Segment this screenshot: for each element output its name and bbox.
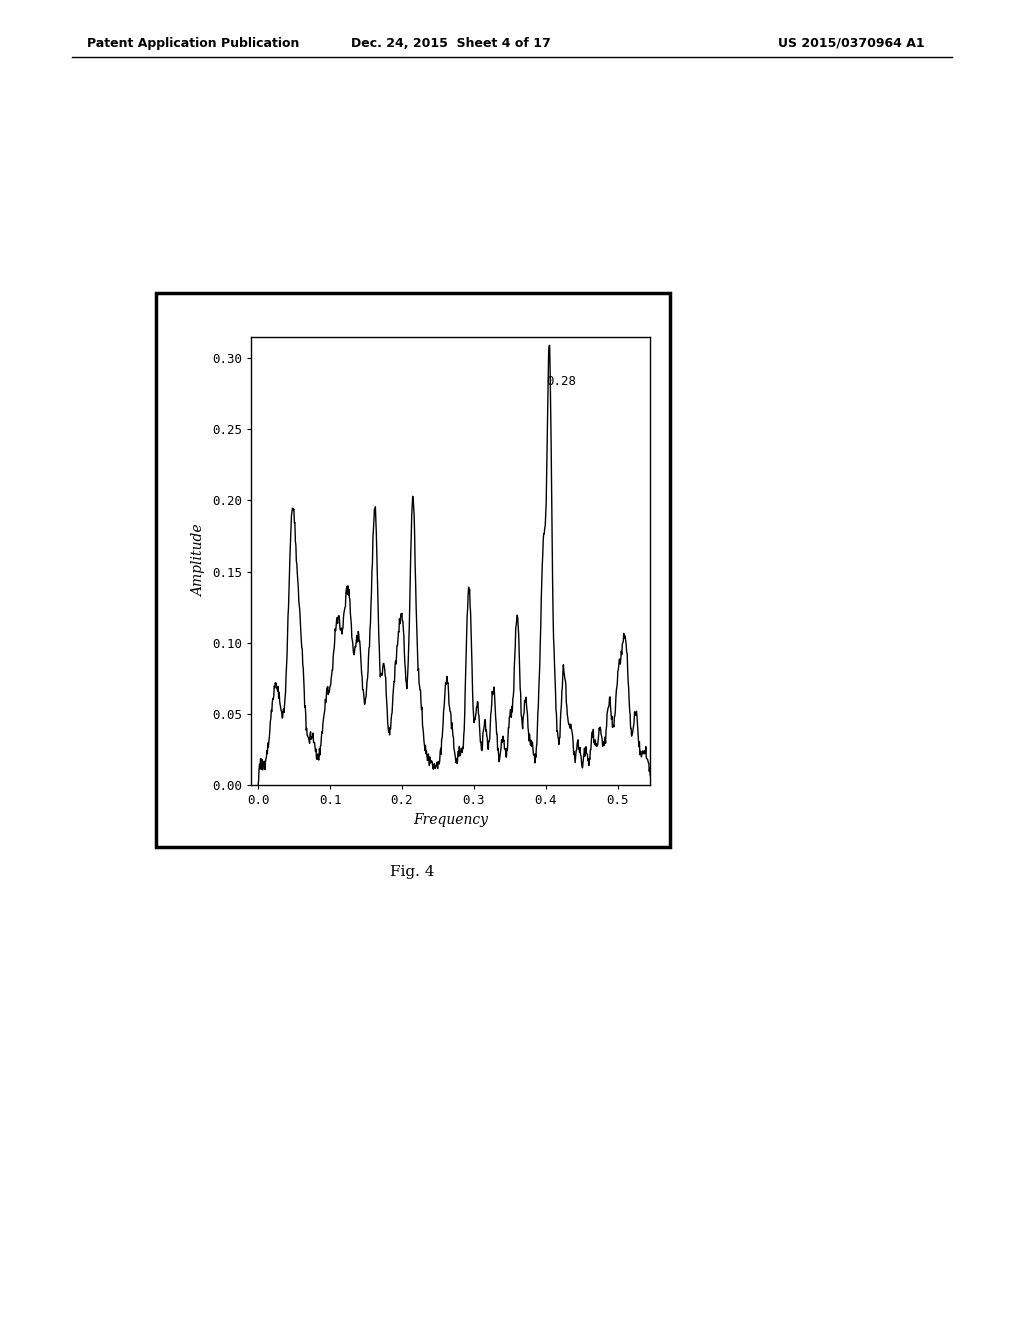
Text: Fig. 4: Fig. 4 (390, 865, 435, 879)
Text: Patent Application Publication: Patent Application Publication (87, 37, 299, 50)
Text: 0.28: 0.28 (546, 375, 575, 388)
X-axis label: Frequency: Frequency (413, 813, 488, 828)
Text: US 2015/0370964 A1: US 2015/0370964 A1 (778, 37, 925, 50)
Text: Dec. 24, 2015  Sheet 4 of 17: Dec. 24, 2015 Sheet 4 of 17 (350, 37, 551, 50)
Y-axis label: Amplitude: Amplitude (193, 524, 206, 598)
